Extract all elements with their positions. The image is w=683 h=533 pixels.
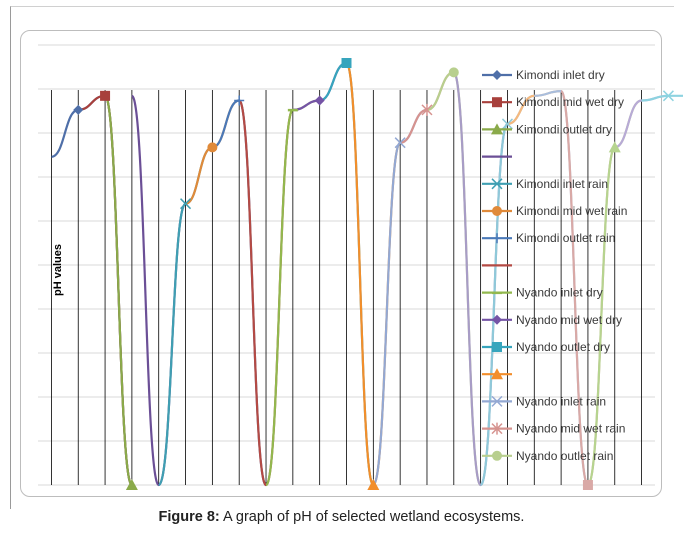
data-point-marker	[492, 342, 502, 352]
data-point-marker	[492, 70, 502, 80]
legend-entry: Nyando inlet dry	[516, 286, 603, 300]
data-point-marker	[662, 90, 674, 102]
data-point-marker	[448, 67, 459, 78]
data-point-marker	[394, 137, 406, 149]
data-point-marker	[100, 90, 111, 101]
ph-line-chart: pH values Kimondi inlet dry Kimondi mid w…	[38, 44, 683, 490]
legend-entry: Kimondi mid wet dry	[516, 95, 624, 109]
data-point-marker	[287, 108, 298, 112]
data-point-marker	[421, 103, 433, 116]
data-point-marker	[491, 178, 503, 190]
data-point-marker	[207, 142, 218, 153]
chart-area	[20, 30, 662, 497]
legend-entry: Kimondi inlet dry	[516, 68, 605, 82]
caption-text: A graph of pH of selected wetland ecosys…	[223, 509, 525, 525]
data-point-marker	[234, 95, 245, 106]
legend-entry: Kimondi inlet rain	[516, 177, 608, 191]
legend-entry: Nyando mid wet dry	[516, 313, 622, 327]
data-point-marker	[492, 206, 502, 216]
legend-entry: Nyando mid wet rain	[516, 422, 625, 436]
data-point-marker	[492, 97, 502, 108]
legend-entry: Nyando inlet rain	[516, 394, 606, 408]
series-markers	[73, 58, 674, 490]
data-point-marker	[125, 479, 138, 490]
data-point-marker	[492, 291, 502, 295]
legend-entry: Nyando outlet dry	[516, 340, 610, 354]
data-point-marker	[491, 123, 503, 135]
caption-label: Figure 8:	[158, 509, 220, 525]
figure-caption: Figure 8: A graph of pH of selected wetl…	[0, 509, 683, 525]
data-point-marker	[492, 233, 502, 244]
data-point-marker	[73, 104, 84, 115]
data-point-marker	[492, 314, 502, 325]
gridlines	[38, 44, 655, 486]
data-point-marker	[180, 198, 192, 210]
data-point-marker	[501, 118, 513, 130]
chart-frame	[10, 6, 674, 509]
legend: Kimondi inlet dry Kimondi mid wet dry Kimo…	[482, 68, 627, 463]
data-point-marker	[491, 422, 503, 435]
series-line	[104, 94, 133, 487]
y-axis-label: pH values	[52, 244, 64, 296]
data-point-marker	[367, 479, 380, 490]
data-point-marker	[491, 395, 503, 407]
data-point-marker	[314, 95, 325, 106]
legend-entry: Kimondi outlet dry	[516, 122, 612, 136]
legend-entry: Kimondi outlet rain	[516, 231, 615, 245]
data-point-marker	[491, 368, 503, 380]
legend-entry: Nyando outlet rain	[516, 449, 613, 463]
series-line	[641, 94, 683, 102]
data-point-marker	[492, 450, 502, 461]
data-point-marker	[341, 58, 352, 68]
legend-entry: Kimondi mid wet rain	[516, 204, 627, 218]
data-point-marker	[608, 141, 621, 153]
data-point-marker	[582, 480, 593, 490]
